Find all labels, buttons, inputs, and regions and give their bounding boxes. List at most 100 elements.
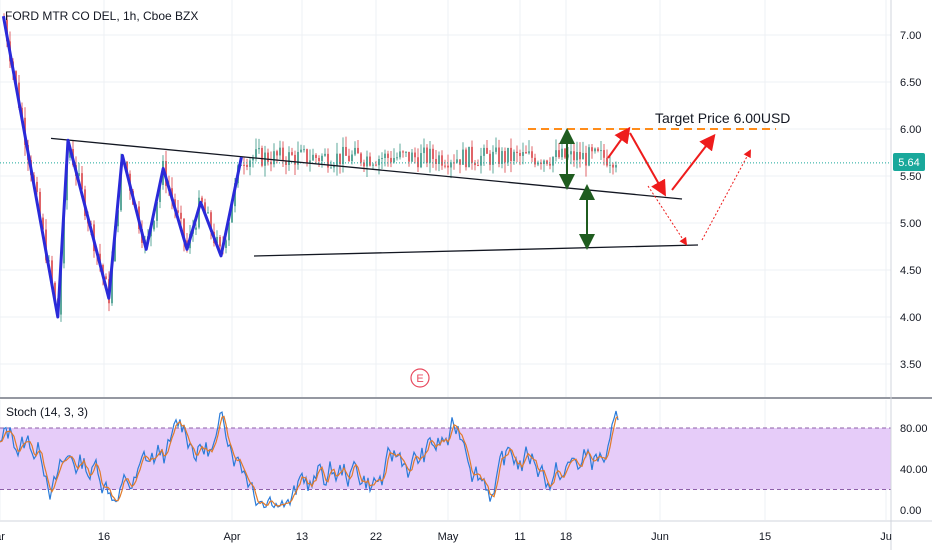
candle-body [177, 210, 179, 213]
candle-body [414, 152, 416, 158]
candle-body [375, 164, 377, 166]
candle-body [381, 158, 383, 160]
candle-body [543, 160, 545, 165]
candle-body [402, 151, 404, 153]
candle-body [561, 148, 563, 158]
candle-body [504, 151, 506, 163]
candle-body [153, 220, 155, 230]
candle-body [15, 71, 17, 83]
candle-body [507, 147, 509, 163]
candle-body [279, 147, 281, 156]
candle-body [201, 197, 203, 203]
stoch-tick-label: 0.00 [900, 505, 921, 517]
candle-body [477, 165, 479, 167]
candle-body [276, 151, 278, 156]
candle-body [435, 158, 437, 165]
candle-body [357, 147, 359, 154]
candle-body [105, 276, 107, 280]
earnings-marker[interactable]: E [410, 368, 430, 388]
candle-body [204, 202, 206, 214]
projection-arrow [671, 133, 716, 191]
candle-body [378, 159, 380, 166]
candle-body [351, 154, 353, 162]
alt-path-arrow-up [701, 149, 751, 241]
candle-body [600, 150, 602, 152]
candle-body [465, 149, 467, 168]
candle-body [81, 173, 83, 190]
time-tick-label: 11 [514, 531, 525, 543]
candle-body [258, 147, 260, 150]
candle-body [366, 156, 368, 167]
candle-body [51, 260, 53, 283]
time-tick-label: 22 [370, 531, 382, 543]
candle-body [348, 155, 350, 162]
candle-body [438, 155, 440, 165]
candle-body [579, 151, 581, 160]
candle-body [156, 202, 158, 221]
candle-body [297, 151, 299, 165]
candle-body [345, 146, 347, 156]
candle-body [489, 153, 491, 165]
candle-body [441, 155, 443, 166]
candle-body [570, 151, 572, 155]
chart-title: FORD MTR CO DEL, 1h, Cboe BZX [5, 9, 198, 23]
candle-body [492, 151, 494, 165]
candle-body [513, 151, 515, 162]
candle-body [456, 159, 458, 163]
candle-body [306, 149, 308, 163]
candle-body [483, 147, 485, 156]
candle-body [582, 152, 584, 160]
candle-body [450, 162, 452, 168]
candle-body [462, 149, 464, 165]
candle-body [528, 151, 530, 154]
time-tick-label: Jun [651, 531, 669, 543]
candle-body [372, 164, 374, 166]
candle-body [408, 151, 410, 162]
candle-body [300, 149, 302, 152]
candle-body [405, 151, 407, 153]
candle-body [291, 152, 293, 155]
candle-body [294, 154, 296, 165]
candle-body [516, 151, 518, 153]
candle-body [390, 157, 392, 163]
candle-body [603, 150, 605, 158]
price-tick-label: 5.00 [900, 218, 921, 230]
price-tick-label: 4.50 [900, 265, 921, 277]
candle-body [288, 152, 290, 165]
candle-body [447, 165, 449, 168]
zigzag-pattern [1, 15, 243, 319]
candle-body [432, 148, 434, 159]
candle-body [444, 165, 446, 167]
candle-body [396, 157, 398, 159]
candle-body [423, 147, 425, 154]
candle-body [180, 212, 182, 219]
candle-body [330, 167, 332, 169]
stoch-tick-label: 40.00 [900, 464, 928, 476]
price-tick-label: 7.00 [900, 30, 921, 42]
candle-body [546, 160, 548, 164]
candle-body [228, 222, 230, 241]
stochastic-pane [0, 410, 891, 509]
time-tick-label: Ju [880, 531, 892, 543]
candle-body [39, 191, 41, 218]
candle-body [255, 149, 257, 158]
candle-body [246, 164, 248, 167]
candle-body [615, 165, 617, 168]
candle-body [426, 147, 428, 163]
candle-body [393, 158, 395, 163]
candle-body [267, 152, 269, 162]
price-tick-label: 5.50 [900, 171, 921, 183]
candle-body [549, 163, 551, 166]
candle-body [183, 218, 185, 241]
time-tick-label: Apr [223, 531, 240, 543]
time-tick-label: 15 [759, 531, 771, 543]
candle-body [36, 181, 38, 192]
candle-body [495, 147, 497, 152]
candle-body [471, 146, 473, 163]
pattern-drawings [0, 15, 891, 319]
candle-body [498, 147, 500, 164]
earnings-marker-label: E [416, 373, 423, 385]
stoch-k-line [0, 410, 619, 509]
candle-body [588, 147, 590, 166]
candle-body [537, 162, 539, 165]
